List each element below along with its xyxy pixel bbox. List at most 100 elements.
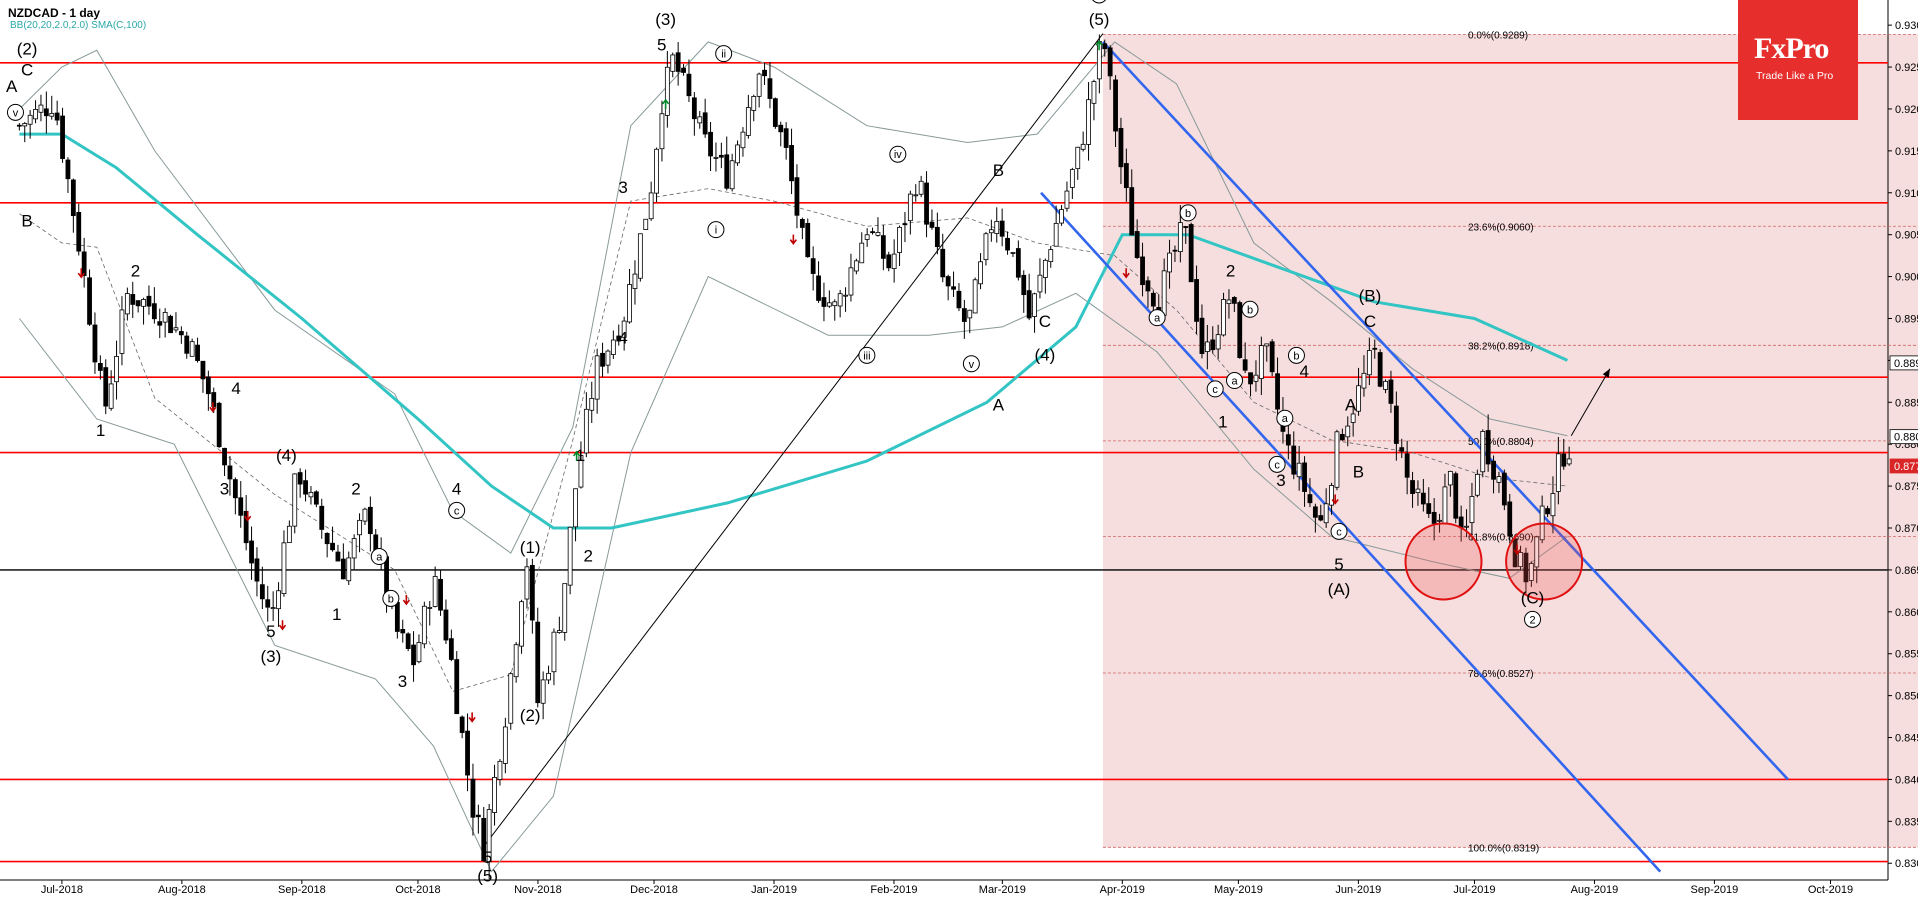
candle-body bbox=[1334, 431, 1340, 488]
x-tick-label: Jan-2019 bbox=[751, 884, 797, 896]
candle-body bbox=[81, 251, 87, 276]
candle-body bbox=[508, 673, 514, 724]
candle-body bbox=[659, 113, 665, 150]
y-tick-label: 0.8350 bbox=[1895, 816, 1918, 828]
candle-body bbox=[1377, 352, 1383, 387]
up-arrow bbox=[662, 98, 670, 109]
circled-wave-label: b bbox=[1293, 350, 1299, 362]
candle-body bbox=[1550, 493, 1556, 517]
candle-body bbox=[1275, 373, 1280, 410]
wave-label-circle bbox=[1206, 380, 1224, 398]
candle-body bbox=[756, 73, 762, 97]
wave-label: (1) bbox=[520, 538, 541, 557]
chart-header: NZDCAD - 1 day BB(20,20,2.0,2.0) SMA(C,1… bbox=[8, 6, 146, 31]
candle-body bbox=[864, 234, 870, 240]
candle-body bbox=[141, 298, 146, 307]
candle-body bbox=[1248, 372, 1253, 385]
candle-body bbox=[324, 532, 330, 545]
wave-label: 1 bbox=[96, 421, 105, 440]
candle-body bbox=[60, 115, 65, 159]
price-label-box bbox=[1889, 355, 1918, 371]
candle-body bbox=[605, 350, 611, 366]
candle-body bbox=[427, 607, 433, 609]
candle-body bbox=[637, 233, 643, 279]
wave-label-circle bbox=[1276, 409, 1294, 427]
wave-label: 1 bbox=[576, 446, 585, 465]
candle-body bbox=[497, 760, 503, 780]
candle-body bbox=[913, 194, 919, 197]
candle-body bbox=[956, 290, 962, 309]
candle-body bbox=[988, 229, 994, 234]
fibonacci-level-label: 61.8%(0.8690) bbox=[1468, 532, 1534, 543]
candle-body bbox=[718, 154, 724, 158]
candle-body bbox=[400, 628, 406, 634]
down-arrow bbox=[402, 595, 410, 606]
candle-body bbox=[1172, 249, 1178, 252]
candle-body bbox=[708, 131, 713, 157]
candle-body bbox=[799, 219, 805, 228]
candle-body bbox=[897, 226, 902, 253]
circled-wave-label: v bbox=[13, 107, 19, 119]
candle-body bbox=[405, 633, 411, 649]
wave-label-circle bbox=[889, 145, 907, 163]
candle-body bbox=[702, 112, 708, 135]
circled-wave-label: b bbox=[388, 593, 394, 605]
candle-body bbox=[308, 491, 314, 498]
candle-body bbox=[1356, 385, 1361, 412]
candle-body bbox=[259, 584, 265, 600]
candle-body bbox=[362, 508, 368, 522]
candle-body bbox=[924, 182, 929, 225]
candle-body bbox=[1469, 496, 1475, 524]
circled-wave-label: i bbox=[715, 225, 717, 237]
fibonacci-level-label: 23.6%(0.9060) bbox=[1468, 222, 1534, 233]
wave-label: 3 bbox=[398, 672, 407, 691]
candle-body bbox=[1269, 341, 1275, 373]
candle-body bbox=[103, 367, 109, 407]
y-tick-label: 0.8400 bbox=[1895, 774, 1918, 786]
wave-label: 4 bbox=[452, 479, 461, 498]
candle-body bbox=[319, 505, 325, 530]
candle-body bbox=[276, 590, 281, 610]
candle-body bbox=[772, 98, 778, 127]
candle-body bbox=[686, 73, 692, 97]
candle-body bbox=[1194, 279, 1199, 322]
candle-body bbox=[443, 609, 449, 641]
candle-body bbox=[1199, 317, 1205, 354]
x-tick-label: May-2019 bbox=[1214, 884, 1263, 896]
y-tick-label: 0.8600 bbox=[1895, 607, 1918, 619]
candle-body bbox=[87, 277, 92, 325]
circled-wave-label: v bbox=[969, 359, 975, 371]
candle-body bbox=[648, 192, 654, 220]
candle-body bbox=[1258, 345, 1264, 379]
up-arrow bbox=[572, 450, 581, 461]
highlight-circle bbox=[1505, 522, 1584, 601]
candle-body bbox=[907, 193, 913, 222]
candle-body bbox=[16, 124, 22, 127]
candle-body bbox=[249, 540, 254, 564]
channel-line bbox=[1040, 191, 1662, 873]
candle-body bbox=[1372, 347, 1378, 350]
candle-body bbox=[411, 644, 416, 666]
candle-body bbox=[1215, 334, 1221, 350]
indicator-legend: BB(20,20,2.0,2.0) SMA(C,100) bbox=[10, 20, 147, 31]
wave-label: B bbox=[993, 161, 1004, 180]
candle-body bbox=[1161, 270, 1167, 316]
y-tick-label: 0.8550 bbox=[1895, 649, 1918, 661]
candle-body bbox=[76, 212, 82, 252]
candle-body bbox=[43, 108, 49, 117]
wave-label: (4) bbox=[1035, 345, 1056, 364]
wave-label: 1 bbox=[1218, 412, 1227, 431]
x-tick-label: Sep-2019 bbox=[1691, 884, 1739, 896]
candle-body bbox=[270, 607, 276, 609]
wave-label-circle bbox=[382, 589, 400, 607]
candle-body bbox=[1237, 302, 1243, 358]
candle-body bbox=[1426, 503, 1432, 514]
candle-body bbox=[297, 472, 303, 485]
candle-body bbox=[1242, 359, 1248, 371]
wave-label: 3 bbox=[220, 479, 229, 498]
candle-body bbox=[556, 630, 562, 633]
candle-body bbox=[1086, 99, 1091, 145]
candle-body bbox=[1005, 237, 1010, 251]
